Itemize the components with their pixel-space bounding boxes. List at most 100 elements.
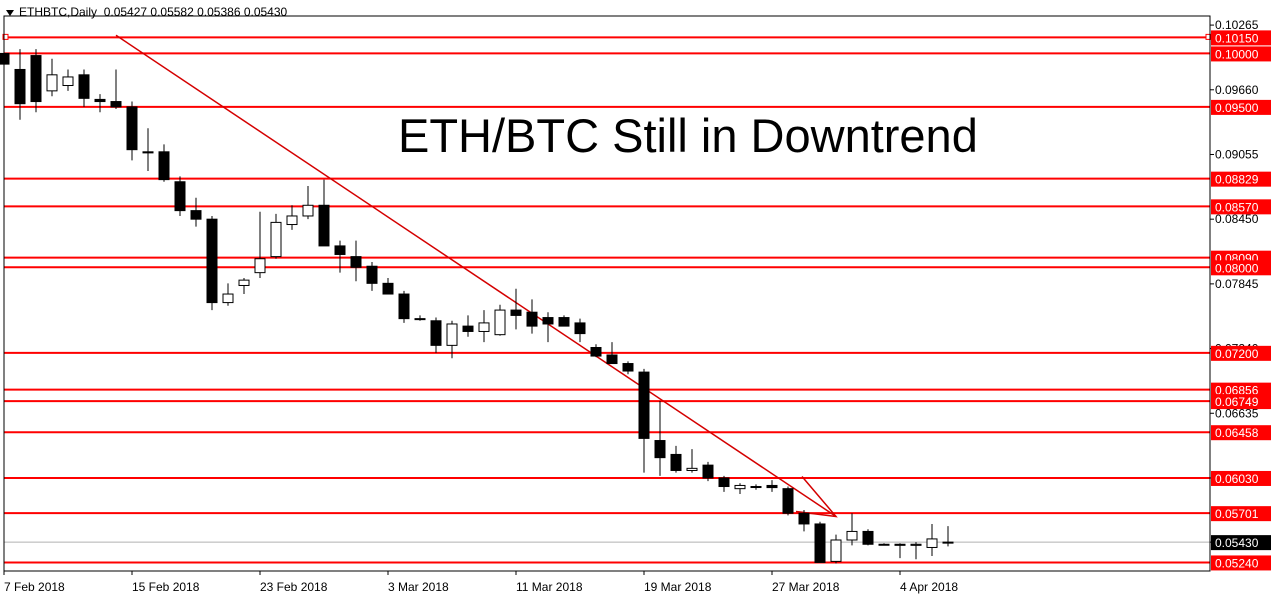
candle-body: [734, 484, 746, 490]
candle-body: [462, 325, 474, 332]
candle-body: [510, 309, 522, 316]
price-tick-label: 0.09660: [1215, 83, 1259, 97]
candle-body: [606, 354, 618, 365]
collapse-triangle-icon[interactable]: [6, 9, 14, 16]
candle-body: [830, 539, 842, 562]
candle-body: [94, 98, 106, 103]
level-label: 0.06749: [1215, 395, 1259, 409]
candle-body: [782, 488, 794, 514]
price-tick-label: 0.09055: [1215, 147, 1259, 161]
candles: [0, 40, 954, 564]
candle-body: [398, 293, 410, 320]
level-label: 0.06458: [1215, 426, 1259, 440]
level-label-bg: [1211, 425, 1271, 441]
plot-frame: [3, 15, 1211, 572]
candle-body: [110, 101, 122, 108]
level-label: 0.07200: [1215, 347, 1259, 361]
candle-body: [334, 245, 346, 255]
level-label: 0.10150: [1215, 31, 1259, 45]
candle-body: [942, 541, 954, 544]
candle-body: [686, 467, 698, 471]
candle-body: [542, 317, 554, 325]
level-label-bg: [1211, 99, 1271, 115]
candle-body: [558, 317, 570, 327]
price-tick-label: 0.06635: [1215, 406, 1259, 420]
candle-body: [702, 464, 714, 479]
level-label-bg: [1211, 382, 1271, 398]
candle-body: [270, 221, 282, 258]
candle-body: [846, 530, 858, 541]
price-tick-label: 0.08450: [1215, 212, 1259, 226]
level-label: 0.05701: [1215, 507, 1259, 521]
level-label: 0.08570: [1215, 200, 1259, 214]
candle-body: [190, 210, 202, 220]
level-handle: [2, 33, 9, 40]
level-label: 0.06030: [1215, 472, 1259, 486]
level-label-bg: [1211, 394, 1271, 410]
time-tick-label: 7 Feb 2018: [4, 580, 65, 594]
level-label-bg: [1211, 555, 1271, 571]
axes: 0.10265 0.09660 0.09055 0.08450 0.07845 0.072…: [3, 15, 1271, 594]
time-tick-label: 27 Mar 2018: [772, 580, 840, 594]
candle-body: [254, 258, 266, 274]
candle-body: [526, 311, 538, 327]
candle-body: [142, 151, 154, 154]
candle-body: [878, 543, 890, 546]
symbol-label: ETHBTC,Daily: [19, 5, 98, 19]
candle-body: [302, 204, 314, 217]
trendline: [115, 34, 837, 518]
candle-body: [910, 543, 922, 546]
candle-body: [62, 76, 74, 87]
candle-body: [446, 323, 458, 346]
time-tick-label: 4 Apr 2018: [900, 580, 958, 594]
horizontal-levels: [2, 33, 1212, 564]
time-tick-label: 19 Mar 2018: [644, 580, 712, 594]
candle-body: [78, 74, 90, 99]
candle-body: [350, 256, 362, 268]
level-label: 0.05240: [1215, 556, 1259, 570]
candle-body: [382, 282, 394, 295]
time-tick-label: 3 Mar 2018: [388, 580, 449, 594]
candle-body: [366, 265, 378, 284]
candle-body: [638, 371, 650, 439]
candle-body: [862, 530, 874, 545]
candle-body: [670, 453, 682, 471]
candle-body: [318, 204, 330, 247]
candle-body: [126, 106, 138, 151]
time-tick-label: 15 Feb 2018: [132, 580, 200, 594]
candle-body: [46, 74, 58, 92]
candle-body: [158, 151, 170, 181]
candle-body: [206, 218, 218, 304]
candle-body: [750, 486, 762, 489]
level-label-bg: [1211, 470, 1271, 486]
chart-headline: ETH/BTC Still in Downtrend: [398, 109, 978, 162]
candle-body: [718, 477, 730, 488]
candle-body: [286, 215, 298, 226]
level-label-bg: [1211, 260, 1271, 276]
trend-arrow-icon: [795, 475, 838, 518]
level-label-bg: [1211, 506, 1271, 522]
candle-body: [798, 512, 810, 525]
candle-body: [478, 322, 490, 332]
chart-header: ETHBTC,Daily 0.05427 0.05582 0.05386 0.0…: [6, 5, 287, 19]
candle-body: [238, 279, 250, 286]
time-tick-label: 11 Mar 2018: [516, 580, 583, 594]
candle-body: [494, 309, 506, 336]
candle-body: [622, 363, 634, 372]
candle-body: [174, 181, 186, 212]
level-label: 0.10000: [1215, 47, 1259, 61]
candle-body: [926, 538, 938, 548]
level-label-bg: [1211, 199, 1271, 215]
candle-body: [430, 320, 442, 346]
candle-body: [574, 322, 586, 335]
candle-body: [414, 318, 426, 321]
candle-body: [654, 440, 666, 459]
candle-body: [894, 543, 906, 546]
current-price-label-bg: [1211, 535, 1271, 551]
level-label-bg: [1211, 30, 1271, 46]
ohlc-values: 0.05427 0.05582 0.05386 0.05430: [103, 5, 288, 19]
price-tick-label: 0.07845: [1215, 277, 1259, 291]
level-label-bg: [1211, 345, 1271, 361]
level-label: 0.08000: [1215, 261, 1259, 275]
